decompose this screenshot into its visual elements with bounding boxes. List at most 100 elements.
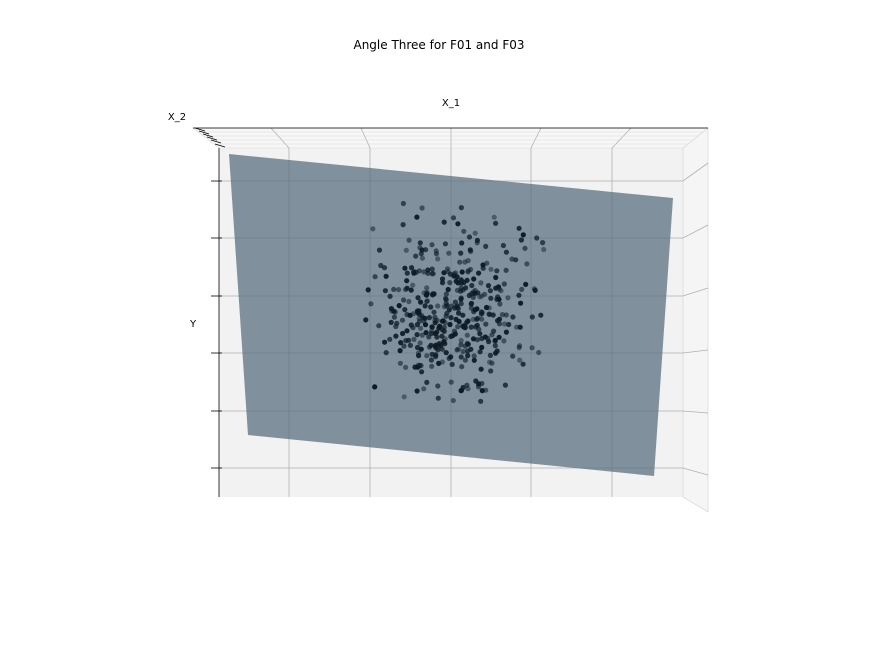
scatter-point bbox=[493, 274, 499, 281]
scatter-point bbox=[479, 293, 485, 299]
scatter-point bbox=[435, 395, 441, 401]
scatter-point bbox=[517, 343, 523, 349]
scatter-point bbox=[450, 215, 457, 221]
scatter-point bbox=[407, 342, 413, 348]
scatter-point bbox=[538, 312, 544, 318]
scatter-point bbox=[478, 280, 484, 286]
scatter-point bbox=[460, 348, 466, 355]
scatter-point bbox=[516, 292, 522, 298]
scatter-point bbox=[475, 315, 481, 321]
scatter-point bbox=[393, 333, 399, 339]
scatter-point bbox=[424, 379, 430, 385]
scatter-point bbox=[419, 205, 425, 211]
scatter-point bbox=[492, 343, 498, 349]
scatter-point bbox=[474, 322, 480, 328]
scatter-point bbox=[448, 333, 455, 339]
scatter-point bbox=[403, 247, 409, 253]
scatter-point bbox=[424, 290, 430, 296]
scatter-point bbox=[429, 324, 435, 330]
scatter-point bbox=[431, 309, 437, 315]
scatter-point bbox=[532, 287, 538, 293]
scatter-point bbox=[410, 311, 417, 317]
scatter-point bbox=[410, 282, 416, 288]
scatter-point bbox=[479, 310, 485, 316]
scatter-point bbox=[466, 234, 473, 240]
scatter-point bbox=[370, 226, 376, 232]
scatter-point bbox=[462, 357, 468, 363]
scatter-point bbox=[432, 342, 439, 348]
scatter-point bbox=[376, 323, 382, 329]
scatter-point bbox=[489, 360, 495, 366]
scatter-point bbox=[496, 321, 503, 327]
scatter-point bbox=[493, 220, 499, 226]
scatter-point bbox=[496, 334, 502, 340]
scatter-point bbox=[406, 337, 412, 343]
x2-tick bbox=[194, 127, 206, 132]
scatter-point bbox=[414, 388, 420, 394]
scatter-point bbox=[459, 364, 465, 370]
scatter-point bbox=[398, 340, 404, 346]
scatter-point bbox=[502, 382, 508, 388]
scatter-point bbox=[473, 378, 479, 384]
scatter-point bbox=[474, 337, 480, 343]
scatter-point bbox=[458, 288, 464, 294]
scatter-point bbox=[396, 287, 402, 293]
scatter-point bbox=[443, 350, 449, 356]
scatter-point bbox=[426, 344, 433, 350]
scatter-point bbox=[447, 321, 453, 328]
scatter-point bbox=[501, 338, 507, 344]
scatter-point bbox=[453, 278, 459, 284]
scatter-point bbox=[464, 332, 470, 338]
scatter-point bbox=[467, 247, 473, 253]
scatter-point bbox=[441, 270, 447, 276]
scatter-point bbox=[421, 318, 427, 324]
scatter-point bbox=[477, 294, 483, 300]
scatter-point bbox=[500, 242, 506, 249]
scatter-point bbox=[411, 270, 417, 276]
scatter-point bbox=[429, 242, 435, 248]
scatter-point bbox=[439, 280, 446, 286]
scatter-point bbox=[454, 274, 460, 280]
scatter-point bbox=[458, 296, 464, 302]
scatter-point bbox=[496, 286, 502, 292]
scatter-point bbox=[383, 350, 389, 356]
scatter-point bbox=[404, 328, 410, 334]
scatter-point bbox=[424, 353, 430, 359]
scatter-point bbox=[448, 379, 454, 385]
scatter-point bbox=[471, 276, 477, 282]
scatter-point bbox=[429, 363, 435, 369]
scatter-point bbox=[446, 307, 452, 313]
scatter-point bbox=[381, 265, 388, 271]
scatter-point bbox=[433, 248, 439, 254]
scatter-point bbox=[450, 397, 456, 404]
scatter-point bbox=[400, 222, 406, 228]
scatter-point bbox=[445, 269, 451, 275]
scatter-point bbox=[434, 334, 440, 340]
scatter-point bbox=[520, 361, 526, 367]
scatter-point bbox=[503, 267, 509, 273]
scatter-point bbox=[387, 293, 393, 299]
scatter-point bbox=[422, 303, 428, 309]
scatter-point bbox=[439, 276, 446, 282]
scatter-point bbox=[400, 200, 406, 207]
scatter-point bbox=[376, 247, 383, 253]
scatter-point bbox=[425, 270, 431, 276]
scatter-point bbox=[418, 299, 424, 305]
scatter-point bbox=[468, 301, 474, 307]
scatter-point bbox=[465, 318, 471, 324]
scatter-point bbox=[454, 304, 460, 310]
scatter-point bbox=[419, 369, 425, 375]
scatter-point bbox=[445, 286, 451, 293]
scatter-point bbox=[401, 343, 407, 349]
scatter-point bbox=[416, 353, 422, 359]
scatter-point bbox=[476, 270, 482, 276]
scatter-point bbox=[429, 292, 436, 298]
scatter-point bbox=[414, 214, 420, 220]
scatter-point bbox=[493, 350, 499, 356]
scatter-point bbox=[408, 287, 414, 293]
scatter-point bbox=[429, 266, 435, 272]
scatter-point bbox=[383, 273, 389, 279]
scatter-point bbox=[400, 330, 406, 337]
scatter-point bbox=[458, 388, 464, 394]
scatter-point bbox=[389, 308, 395, 314]
